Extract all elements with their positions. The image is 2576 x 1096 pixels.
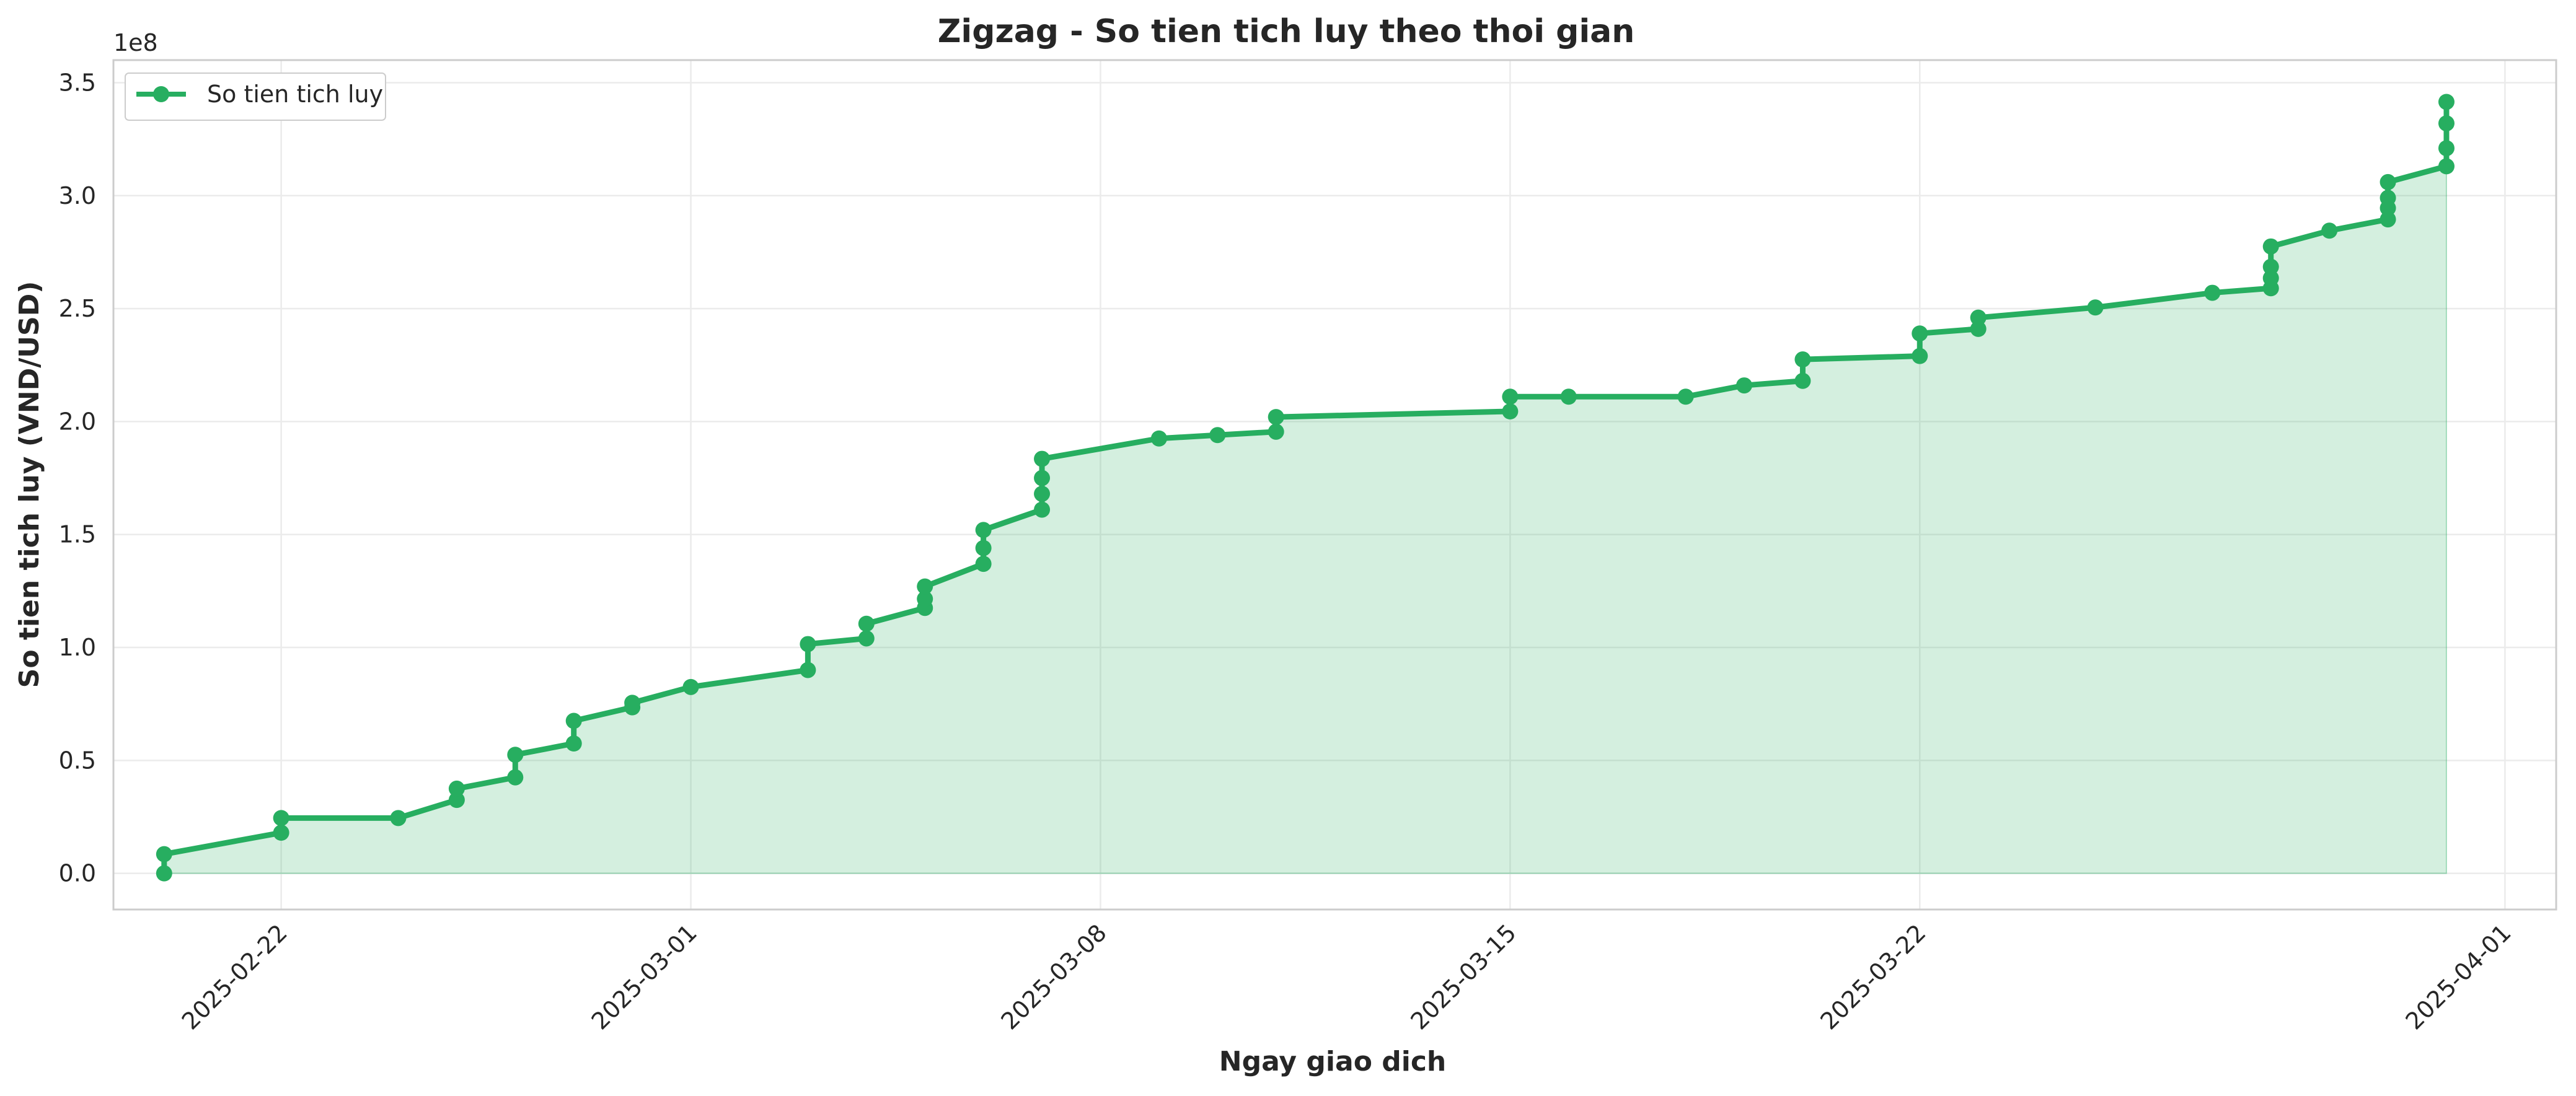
- data-point: [1970, 320, 1987, 337]
- data-point: [1560, 388, 1577, 405]
- y-tick-label: 3.0: [59, 182, 96, 209]
- data-point: [156, 846, 172, 862]
- data-point: [858, 630, 875, 647]
- chart-title: Zigzag - So tien tich luy theo thoi gian: [938, 13, 1635, 50]
- data-point: [273, 825, 289, 841]
- y-axis-label: So tien tich luy (VND/USD): [14, 281, 45, 688]
- legend: So tien tich luy: [125, 72, 386, 121]
- data-point: [2204, 284, 2221, 301]
- y-axis-ticks: 0.0 0.5 1.0 1.5 2.0 2.5 3.0 3.5: [59, 69, 96, 887]
- data-point: [975, 556, 992, 572]
- data-point: [1268, 423, 1284, 440]
- data-point: [2262, 270, 2279, 286]
- data-point: [273, 810, 289, 826]
- y-tick-label: 1.5: [59, 521, 96, 548]
- data-point: [2380, 173, 2396, 190]
- data-point: [975, 540, 992, 556]
- data-point: [448, 780, 465, 797]
- data-point: [917, 590, 933, 607]
- data-point: [1502, 403, 1519, 419]
- plot-frame: [112, 59, 2557, 911]
- data-point: [1794, 351, 1811, 368]
- y-tick-label: 3.5: [59, 69, 96, 96]
- data-point: [1912, 348, 1928, 364]
- data-point: [1268, 409, 1284, 426]
- data-point: [2438, 115, 2455, 132]
- data-point: [1034, 450, 1051, 467]
- y-tick-label: 0.5: [59, 747, 96, 774]
- series-points: [156, 94, 2455, 882]
- data-point: [2380, 211, 2396, 228]
- data-point: [624, 695, 641, 711]
- data-point: [507, 747, 524, 763]
- data-point: [2262, 258, 2279, 275]
- series-polyline: [161, 99, 2450, 877]
- data-point: [156, 865, 172, 882]
- data-point: [975, 522, 992, 538]
- data-point: [2438, 158, 2455, 175]
- y-offset-label: 1e8: [113, 29, 158, 56]
- data-point: [507, 769, 524, 786]
- data-point: [682, 678, 699, 695]
- data-point: [1209, 427, 1226, 444]
- data-point: [2321, 222, 2338, 239]
- data-point: [565, 712, 582, 729]
- x-axis-label: Ngay giao dich: [1219, 1046, 1446, 1077]
- data-point: [1970, 309, 1987, 326]
- data-point: [1794, 372, 1811, 389]
- data-point: [1034, 486, 1051, 502]
- data-point: [448, 792, 465, 809]
- data-point: [2438, 94, 2455, 110]
- data-point: [2438, 140, 2455, 157]
- data-point: [800, 662, 816, 678]
- y-tick-label: 2.5: [59, 295, 96, 322]
- series-line: [161, 99, 2450, 877]
- y-tick-label: 1.0: [59, 634, 96, 661]
- data-point: [1150, 430, 1167, 447]
- legend-label: So tien tich luy: [207, 81, 383, 108]
- data-point: [858, 615, 875, 632]
- data-point: [2380, 190, 2396, 206]
- data-point: [1034, 470, 1051, 486]
- data-point: [390, 810, 407, 826]
- data-point: [1912, 325, 1928, 342]
- legend-box: [125, 72, 386, 121]
- data-point: [1502, 388, 1519, 405]
- data-point: [917, 578, 933, 595]
- legend-marker: [153, 86, 169, 102]
- data-point: [2262, 238, 2279, 255]
- y-tick-label: 2.0: [59, 408, 96, 435]
- data-point: [2087, 299, 2104, 316]
- data-point: [1736, 377, 1753, 394]
- data-point: [1034, 501, 1051, 518]
- y-tick-label: 0.0: [59, 860, 96, 887]
- data-point: [800, 636, 816, 652]
- data-point: [1677, 388, 1694, 405]
- data-point: [565, 735, 582, 752]
